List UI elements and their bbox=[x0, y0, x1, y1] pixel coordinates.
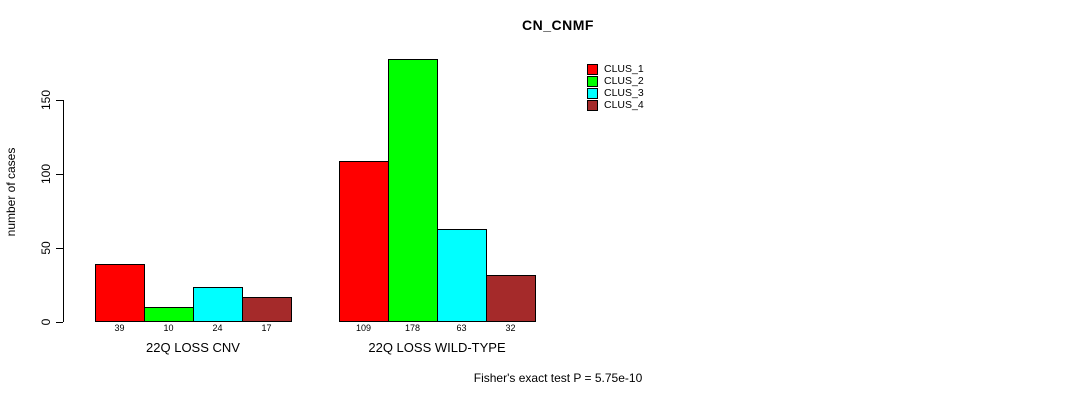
bar-CLUS_3-22Q-LOSS-CNV bbox=[193, 287, 243, 322]
y-tick-mark bbox=[56, 248, 63, 250]
bar-value-label: 32 bbox=[505, 323, 516, 333]
bar-CLUS_4-22Q-LOSS-WILD-TYPE bbox=[486, 275, 536, 322]
legend-label: CLUS_1 bbox=[604, 63, 644, 75]
legend-row: CLUS_4 bbox=[587, 99, 644, 111]
bar-value-label: 39 bbox=[114, 323, 125, 333]
bar-CLUS_2-22Q-LOSS-WILD-TYPE bbox=[388, 59, 438, 322]
legend-swatch-CLUS_1 bbox=[587, 63, 598, 75]
legend-label: CLUS_4 bbox=[604, 99, 644, 111]
y-tick-mark bbox=[56, 100, 63, 102]
y-tick-label: 50 bbox=[39, 241, 53, 255]
bar-value-label: 24 bbox=[212, 323, 223, 333]
legend-row: CLUS_3 bbox=[587, 87, 644, 99]
bar-value-label: 63 bbox=[456, 323, 467, 333]
legend-row: CLUS_1 bbox=[587, 63, 644, 75]
y-tick-label: 0 bbox=[39, 318, 53, 326]
fisher-test-annotation: Fisher's exact test P = 5.75e-10 bbox=[473, 371, 643, 385]
legend-swatch-CLUS_2 bbox=[587, 75, 598, 87]
y-tick-mark bbox=[56, 322, 63, 323]
y-axis-label: number of cases bbox=[4, 147, 18, 237]
bar-value-label: 17 bbox=[261, 323, 272, 333]
legend-swatch-CLUS_3 bbox=[587, 87, 598, 99]
y-tick-label: 100 bbox=[39, 164, 53, 185]
category-label: 22Q LOSS WILD-TYPE bbox=[368, 340, 506, 355]
bar-CLUS_1-22Q-LOSS-WILD-TYPE bbox=[339, 161, 389, 322]
legend-label: CLUS_3 bbox=[604, 87, 644, 99]
legend-row: CLUS_2 bbox=[587, 75, 644, 87]
bar-value-label: 178 bbox=[404, 323, 421, 333]
category-label: 22Q LOSS CNV bbox=[146, 340, 240, 355]
legend-label: CLUS_2 bbox=[604, 75, 644, 87]
legend: CLUS_1 CLUS_2 CLUS_3 CLUS_4 bbox=[587, 63, 644, 111]
chart-title: CN_CNMF bbox=[522, 17, 594, 33]
bar-CLUS_4-22Q-LOSS-CNV bbox=[242, 297, 292, 322]
bar-CLUS_1-22Q-LOSS-CNV bbox=[95, 264, 145, 322]
y-tick-label: 150 bbox=[39, 90, 53, 111]
y-tick-mark bbox=[56, 174, 63, 176]
bar-CLUS_2-22Q-LOSS-CNV bbox=[144, 307, 194, 322]
legend-swatch-CLUS_4 bbox=[587, 99, 598, 111]
bar-value-label: 10 bbox=[163, 323, 174, 333]
bar-CLUS_3-22Q-LOSS-WILD-TYPE bbox=[437, 229, 487, 322]
y-axis-line bbox=[63, 100, 64, 322]
bar-value-label: 109 bbox=[355, 323, 372, 333]
